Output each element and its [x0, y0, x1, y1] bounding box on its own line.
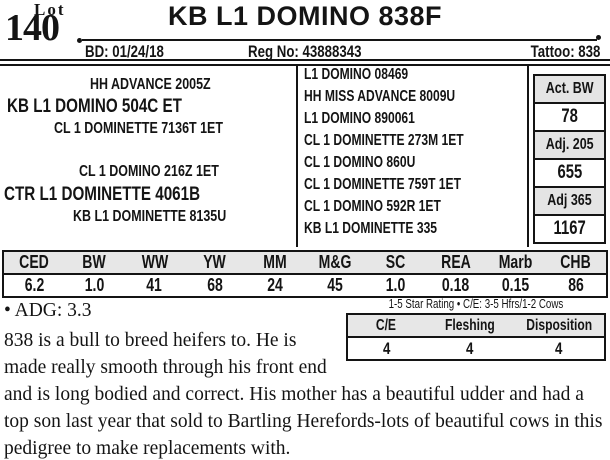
epd-header: CED	[19, 252, 49, 272]
adg-note: • ADG: 3.3	[4, 300, 92, 321]
birth-date: BD: 01/24/18	[85, 42, 164, 61]
dam-grand-dam: KB L1 DOMINETTE 8135U	[73, 208, 227, 225]
notes-section: 1-5 Star Rating • C/E: 3-5 Hfrs/1-2 Cows…	[4, 297, 606, 460]
epd-value: 1.0	[84, 275, 105, 295]
ancestor-row: L1 DOMINO 890061	[304, 110, 415, 127]
ancestor-row: CL 1 DOMINO 592R 1ET	[304, 198, 441, 215]
rating-value: 4	[555, 339, 563, 358]
ancestor-row: KB L1 DOMINETTE 335	[304, 220, 438, 237]
ancestor-row: CL 1 DOMINETTE 273M 1ET	[304, 132, 464, 149]
rating-header-row: C/E Fleshing Disposition	[348, 315, 604, 338]
epd-header: Marb	[498, 252, 533, 272]
epd-header: REA	[440, 252, 471, 272]
epd-value-row: 6.2 1.0 41 68 24 45 1.0 0.18 0.15 86	[4, 275, 606, 296]
rating-header: C/E	[376, 317, 397, 334]
rating-caption: 1-5 Star Rating • C/E: 3-5 Hfrs/1-2 Cows	[388, 297, 564, 311]
dam-grand-sire: CL 1 DOMINO 216Z 1ET	[79, 163, 219, 180]
epd-value: 6.2	[24, 275, 44, 295]
epd-header: WW	[141, 252, 168, 272]
rating-header: Disposition	[526, 317, 593, 334]
dam-name: CTR L1 DOMINETTE 4061B	[4, 183, 201, 205]
epd-header: MM	[263, 252, 287, 272]
epd-header: YW	[203, 252, 227, 272]
epd-value: 24	[267, 275, 283, 295]
epd-value: 86	[568, 275, 584, 295]
rating-box: 1-5 Star Rating • C/E: 3-5 Hfrs/1-2 Cows…	[346, 297, 606, 361]
tattoo: Tattoo: 838	[530, 42, 600, 61]
rating-value-row: 4 4 4	[348, 338, 604, 359]
adj-365-value: 1167	[533, 214, 606, 244]
rating-header: Fleshing	[444, 317, 495, 334]
double-rule	[0, 59, 610, 66]
act-bw-label: Act. BW	[533, 74, 606, 104]
epd-header: CHB	[560, 252, 592, 272]
epd-header: BW	[82, 252, 106, 272]
epd-header: M&G	[318, 252, 352, 272]
epd-value: 68	[206, 275, 223, 295]
lot-label: Lot	[34, 0, 66, 19]
description-text: 838 is a bull to breed heifers to. He is…	[4, 330, 603, 459]
lot-number: 140	[5, 7, 60, 49]
bullet-dot-icon	[596, 35, 601, 40]
epd-header: SC	[385, 252, 406, 272]
rating-value: 4	[382, 339, 391, 358]
rating-value: 4	[465, 339, 474, 358]
header-rule	[82, 39, 597, 41]
act-bw-value: 78	[533, 102, 606, 132]
epd-value: 0.15	[502, 275, 530, 295]
epd-value: 0.18	[441, 275, 470, 295]
ancestor-row: HH MISS ADVANCE 8009U	[304, 88, 456, 105]
epd-value: 1.0	[385, 275, 406, 295]
ancestor-row: L1 DOMINO 08469	[304, 66, 409, 83]
adj-205-label: Adj. 205	[533, 130, 606, 160]
weight-stats: Act. BW 78 Adj. 205 655 Adj 365 1167	[533, 74, 606, 244]
rating-table: C/E Fleshing Disposition 4 4 4	[346, 313, 606, 361]
bullet-dot-icon	[77, 38, 82, 43]
page-title: KB L1 DOMINO 838F	[167, 1, 443, 31]
epd-value: 45	[327, 275, 343, 295]
pedigree-divider	[296, 64, 298, 247]
epd-header-row: CED BW WW YW MM M&G SC REA Marb CHB	[4, 252, 606, 275]
sire-name: KB L1 DOMINO 504C ET	[7, 95, 182, 117]
ancestor-row: CL 1 DOMINO 860U	[304, 154, 416, 171]
adj-365-label: Adj 365	[533, 186, 606, 216]
pedigree-divider	[527, 64, 529, 247]
epd-table: CED BW WW YW MM M&G SC REA Marb CHB 6.2 …	[2, 250, 608, 298]
sire-grand-dam: CL 1 DOMINETTE 7136T 1ET	[54, 120, 223, 137]
ancestor-row: CL 1 DOMINETTE 759T 1ET	[304, 176, 461, 193]
sire-grand-sire: HH ADVANCE 2005Z	[90, 76, 211, 93]
reg-no: Reg No: 43888343	[248, 42, 362, 61]
adj-205-value: 655	[533, 158, 606, 188]
epd-value: 41	[146, 275, 163, 295]
